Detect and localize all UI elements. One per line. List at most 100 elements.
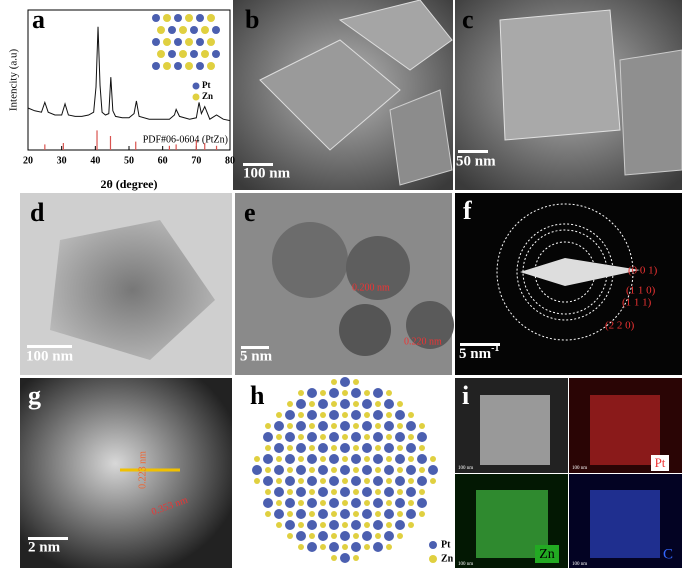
- atom: [419, 489, 425, 495]
- atom: [351, 542, 361, 552]
- lattice-spacing: 0.223 nm: [137, 451, 148, 489]
- atom: [417, 498, 427, 508]
- atom: [298, 522, 304, 528]
- atom: [364, 544, 370, 550]
- atom: [318, 443, 328, 453]
- atom: [298, 456, 304, 462]
- atom: [331, 467, 337, 473]
- atom: [364, 412, 370, 418]
- atom: [417, 476, 427, 486]
- atom: [320, 412, 326, 418]
- atom: [307, 520, 317, 530]
- atom: [309, 533, 315, 539]
- atom: [263, 454, 273, 464]
- atom: [179, 26, 187, 34]
- atom: [274, 509, 284, 519]
- atom: [320, 390, 326, 396]
- atom: [406, 465, 416, 475]
- atom: [419, 467, 425, 473]
- panel-label: e: [244, 198, 256, 227]
- atom: [320, 500, 326, 506]
- panel-label: c: [462, 5, 474, 34]
- atom: [406, 509, 416, 519]
- atom: [212, 50, 220, 58]
- atom: [287, 467, 293, 473]
- atom: [174, 38, 182, 46]
- atom: [320, 434, 326, 440]
- lattice-spacing: 0.200 nm: [352, 282, 390, 293]
- atom: [340, 531, 350, 541]
- atom: [331, 423, 337, 429]
- atom: [287, 401, 293, 407]
- atom: [201, 50, 209, 58]
- crystal-lattice: [252, 377, 438, 563]
- atom: [417, 454, 427, 464]
- atom: [351, 476, 361, 486]
- panel-label: a: [32, 5, 45, 34]
- atom: [309, 511, 315, 517]
- atom: [296, 465, 306, 475]
- atom: [362, 465, 372, 475]
- scale-bar: [243, 163, 273, 166]
- atom: [342, 544, 348, 550]
- atom: [212, 26, 220, 34]
- particle: [389, 89, 453, 186]
- atom: [419, 423, 425, 429]
- atom: [406, 487, 416, 497]
- atom: [384, 531, 394, 541]
- particle: [50, 220, 215, 360]
- atom: [373, 542, 383, 552]
- atom: [163, 62, 171, 70]
- atom: [285, 454, 295, 464]
- atom: [296, 399, 306, 409]
- atom: [287, 489, 293, 495]
- atom: [274, 421, 284, 431]
- atom: [364, 390, 370, 396]
- atom: [320, 544, 326, 550]
- atom: [340, 465, 350, 475]
- atom: [351, 520, 361, 530]
- element-label: Pt: [655, 455, 666, 470]
- atom: [285, 498, 295, 508]
- atom: [340, 487, 350, 497]
- atom: [408, 434, 414, 440]
- atom: [157, 50, 165, 58]
- particle: [499, 9, 621, 141]
- atom: [276, 434, 282, 440]
- atom: [331, 555, 337, 561]
- atom: [163, 14, 171, 22]
- atom: [386, 456, 392, 462]
- atom: [320, 478, 326, 484]
- x-tick-label: 50: [124, 155, 134, 166]
- atom: [362, 421, 372, 431]
- atom: [331, 511, 337, 517]
- scale-bar: [241, 346, 269, 349]
- particle: [272, 222, 348, 298]
- atom: [276, 478, 282, 484]
- particle: [590, 490, 660, 558]
- atom: [276, 522, 282, 528]
- atom: [375, 489, 381, 495]
- atom: [419, 445, 425, 451]
- panel-label: d: [30, 198, 45, 227]
- atom: [384, 443, 394, 453]
- atom: [364, 500, 370, 506]
- atom: [364, 522, 370, 528]
- plane-label: (1 1 0): [626, 285, 656, 297]
- scale-bar: [460, 343, 500, 346]
- atom: [265, 489, 271, 495]
- scale-label: 100 nm: [243, 165, 291, 181]
- scale-label: 100 nm: [572, 562, 587, 567]
- atom: [331, 401, 337, 407]
- atom: [274, 487, 284, 497]
- atom: [331, 489, 337, 495]
- element-label: C: [663, 546, 673, 562]
- scale-label: 5 nm-1: [459, 343, 499, 362]
- atom: [340, 421, 350, 431]
- atom: [263, 432, 273, 442]
- atom: [318, 509, 328, 519]
- legend-label: Pt: [441, 539, 451, 550]
- atom: [287, 511, 293, 517]
- atom: [196, 14, 204, 22]
- atom: [397, 401, 403, 407]
